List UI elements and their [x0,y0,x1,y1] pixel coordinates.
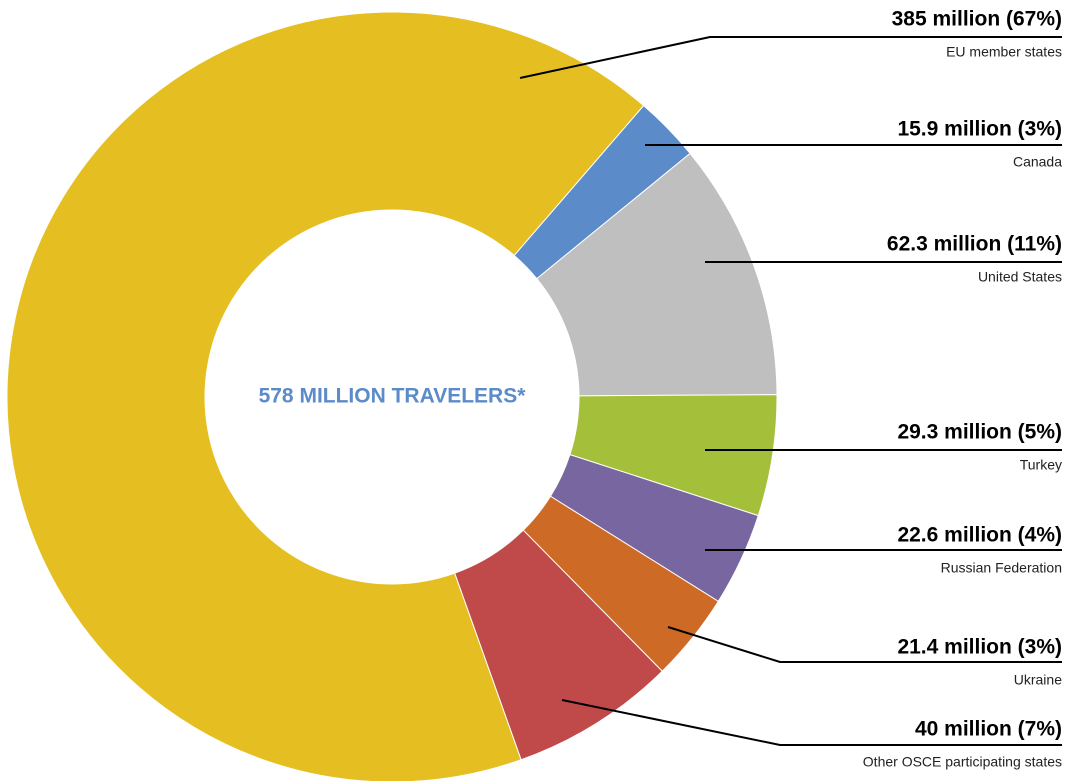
value-label: 15.9 million (3%) [897,118,1062,141]
donut-segment [454,529,663,761]
donut [6,11,778,781]
category-label: EU member states [946,44,1062,60]
category-label: Russian Federation [941,560,1062,576]
category-label: Turkey [1020,457,1062,473]
category-label: United States [978,269,1062,285]
leader-line [561,699,1062,746]
donut-segment [6,11,645,781]
category-label: Ukraine [1014,672,1062,688]
leader-line [519,36,1062,79]
center-label: 578 MILLION TRAVELERS* [259,385,527,408]
value-label: 385 million (67%) [892,8,1062,31]
category-label: Other OSCE participating states [863,754,1062,770]
category-label: Canada [1013,154,1062,170]
value-label: 29.3 million (5%) [897,421,1062,444]
value-label: 62.3 million (11%) [887,233,1062,256]
value-label: 22.6 million (4%) [897,524,1062,547]
leader-line [667,626,1062,663]
value-label: 40 million (7%) [915,718,1062,741]
value-label: 21.4 million (3%) [897,636,1062,659]
labels: 385 million (67%) EU member states 15.9 mi… [519,8,1062,770]
